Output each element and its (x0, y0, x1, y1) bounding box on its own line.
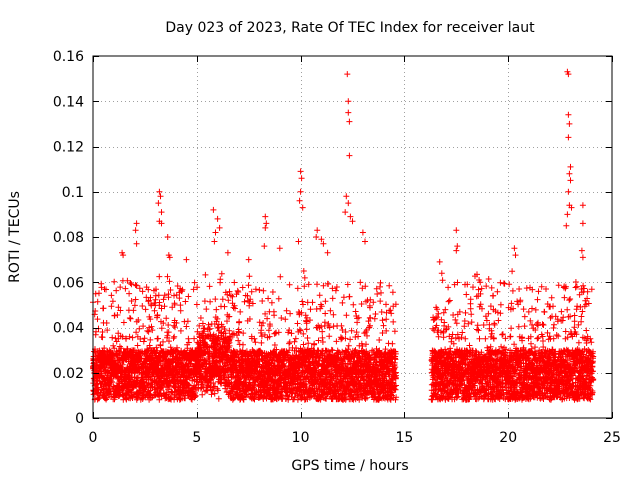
y-tick-label: 0.12 (53, 140, 84, 156)
grid-lines (93, 56, 612, 418)
y-tick-label: 0.16 (53, 49, 84, 65)
roti-markers (90, 68, 597, 403)
x-tick-label: 0 (89, 430, 98, 446)
y-tick-label: 0.14 (53, 94, 84, 110)
x-tick-label: 25 (603, 430, 621, 446)
y-tick-label: 0.02 (53, 366, 84, 382)
y-tick-label: 0.1 (62, 185, 84, 201)
x-tick-label: 20 (499, 430, 517, 446)
x-tick-label: 5 (192, 430, 201, 446)
tick-labels: 0 5 10 15 20 25 0 0.02 0.04 0.06 0.08 0.1 0.12 0.14 0.… (53, 49, 621, 446)
x-tick-label: 15 (395, 430, 413, 446)
y-tick-label: 0.04 (53, 321, 84, 337)
x-tick-label: 10 (292, 430, 310, 446)
axis-ticks (93, 56, 613, 419)
y-tick-label: 0.08 (53, 230, 84, 246)
y-tick-label: 0.06 (53, 275, 84, 291)
data-points (90, 68, 597, 403)
y-tick-label: 0 (75, 411, 84, 427)
chart-title: Day 023 of 2023, Rate Of TEC Index for r… (165, 20, 535, 36)
y-axis-label: ROTI / TECUs (7, 191, 23, 283)
x-axis-label: GPS time / hours (291, 458, 408, 474)
